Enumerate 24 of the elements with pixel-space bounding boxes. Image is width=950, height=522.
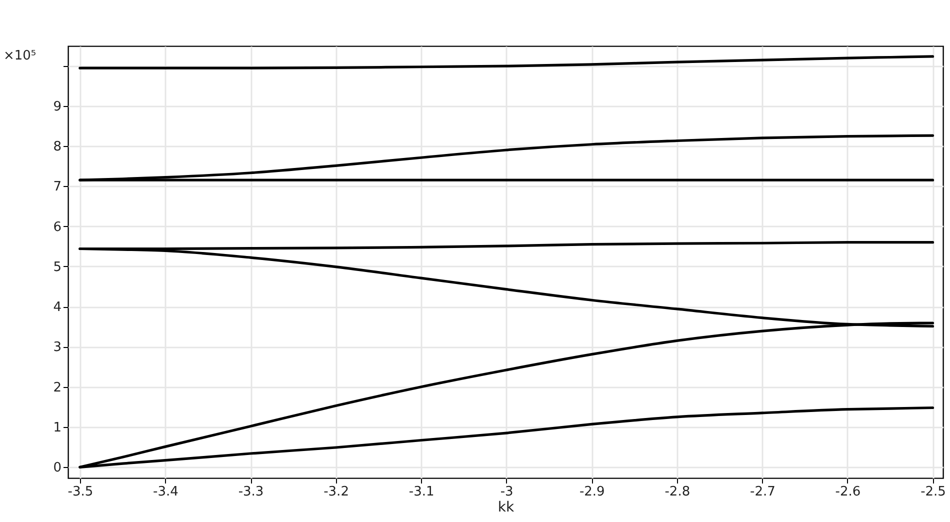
x-tick-label: -3.5 <box>68 484 94 500</box>
x-tick-label: -3.4 <box>153 484 178 500</box>
x-tick-label: -3.3 <box>238 484 264 500</box>
y-tick-label: 9 <box>53 99 62 114</box>
x-tick-label: -2.7 <box>750 484 776 500</box>
y-tick-label: 1 <box>53 420 62 436</box>
y-tick-label: 3 <box>53 340 62 356</box>
y-tick-label: 4 <box>53 300 62 316</box>
x-tick-label: -3.2 <box>324 484 349 500</box>
y-axis-title: ×10⁵ <box>4 48 36 64</box>
y-tick-label: 7 <box>53 180 62 195</box>
x-tick-label: -2.9 <box>579 484 605 500</box>
y-tick-label: 2 <box>53 380 62 396</box>
x-tick-label: -2.6 <box>835 484 861 500</box>
x-axis-title: kk <box>498 500 515 516</box>
x-tick-label: -3.1 <box>408 484 434 500</box>
x-tick-label: -2.5 <box>920 484 946 500</box>
x-tick-label: -2.8 <box>664 484 690 500</box>
y-tick-label: 6 <box>53 220 62 235</box>
y-tick-label: 0 <box>53 460 62 476</box>
y-tick-label: 8 <box>53 139 62 154</box>
x-tick-label: -3 <box>500 484 514 500</box>
y-tick-label: 5 <box>53 260 62 275</box>
line-series <box>78 55 934 70</box>
